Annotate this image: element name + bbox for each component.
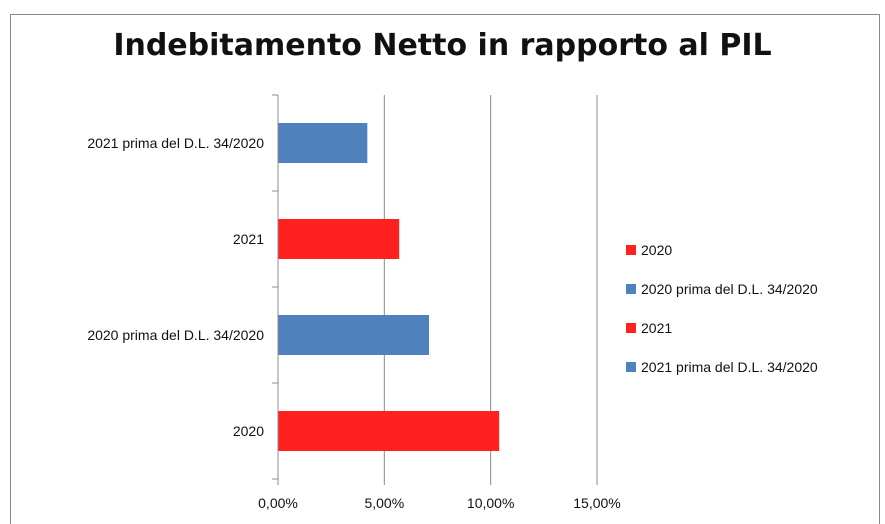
legend-label: 2020 prima del D.L. 34/2020: [641, 280, 818, 297]
bar: [278, 123, 368, 163]
bars: [278, 123, 500, 451]
legend-swatch: [626, 283, 636, 294]
y-tick-label: 2021 prima del D.L. 34/2020: [87, 135, 264, 151]
y-tick-label: 2020: [233, 423, 264, 439]
y-tick-label: 2021: [233, 231, 264, 247]
legend-label: 2021: [641, 319, 673, 336]
bar: [278, 411, 500, 451]
legend-swatch: [626, 322, 636, 333]
legend-swatch: [626, 244, 636, 255]
chart-title: Indebitamento Netto in rapporto al PIL: [113, 28, 772, 63]
legend-label: 2020: [641, 241, 673, 258]
bar: [278, 315, 429, 355]
x-tick-label: 10,00%: [467, 495, 514, 511]
legend-entry: 2020 prima del D.L. 34/2020: [626, 269, 818, 308]
y-tick-label: 2020 prima del D.L. 34/2020: [87, 327, 264, 343]
legend-entry: 2021: [626, 308, 818, 347]
bar: [278, 219, 400, 259]
axes: 0,00% 5,00% 10,00% 15,00% 2020 2020 prima del…: [87, 94, 621, 511]
legend-swatch: [626, 361, 636, 372]
legend-entry: 2021 prima del D.L. 34/2020: [626, 347, 818, 386]
x-tick-label: 0,00%: [258, 495, 298, 511]
legend-label: 2021 prima del D.L. 34/2020: [641, 358, 818, 375]
x-tick-label: 15,00%: [573, 495, 620, 511]
x-tick-label: 5,00%: [364, 495, 404, 511]
legend-entry: 2020: [626, 230, 818, 269]
legend: 2020 2020 prima del D.L. 34/2020 2021 2021 …: [626, 230, 818, 386]
